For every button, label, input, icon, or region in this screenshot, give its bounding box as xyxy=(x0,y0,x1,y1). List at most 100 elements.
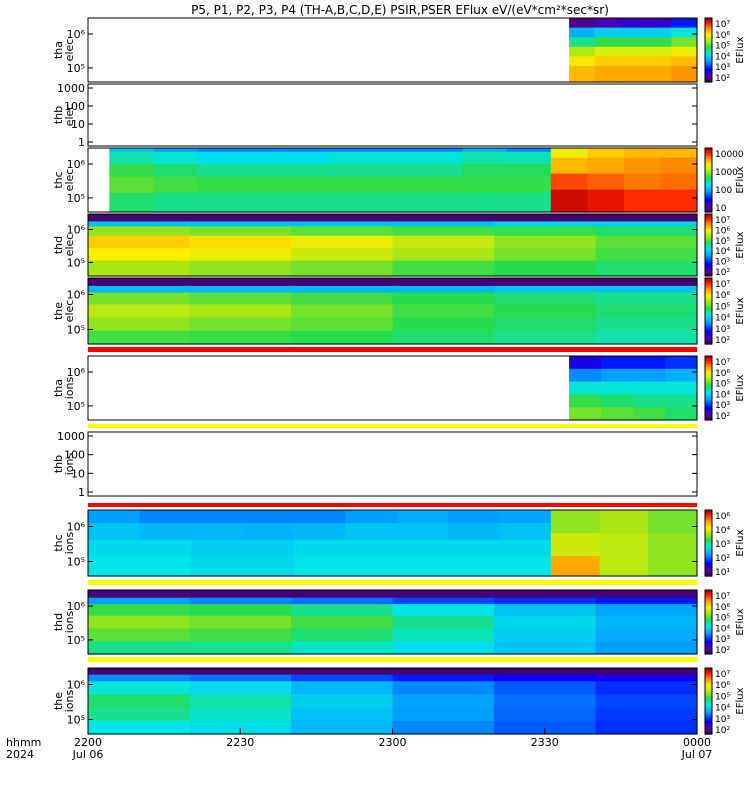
colorbar-segment xyxy=(705,357,712,360)
colorbar-segment xyxy=(705,229,712,232)
spectrogram-cell xyxy=(494,720,597,735)
colorbar-segment xyxy=(705,591,712,594)
spectrogram-cell xyxy=(620,46,647,57)
spectrogram-cell xyxy=(494,317,597,332)
spectrogram-cell xyxy=(599,533,649,557)
x-tick-label: 2230 xyxy=(226,736,254,749)
colorbar-segment xyxy=(705,254,712,257)
colorbar-segment xyxy=(705,194,712,197)
spectrogram-cell xyxy=(189,317,292,332)
spectrogram-cell xyxy=(594,56,621,67)
colorbar-segment xyxy=(705,373,712,376)
colorbar-segment xyxy=(705,262,712,265)
colorbar-segment xyxy=(705,407,712,410)
colorbar-segment xyxy=(705,551,712,554)
spectrogram-cell xyxy=(392,674,495,682)
colorbar-segment xyxy=(705,304,712,307)
y-tick-label: 10⁵ xyxy=(67,323,85,336)
panel-label: the xyxy=(52,692,65,710)
colorbar-segment xyxy=(705,634,712,637)
spectrogram-cell xyxy=(665,356,698,370)
spectrogram-cell xyxy=(396,539,449,557)
spectrogram-cell xyxy=(291,330,394,345)
colorbar-segment xyxy=(705,534,712,538)
colorbar-segment xyxy=(705,614,712,617)
spectrogram-cell xyxy=(88,539,140,557)
colorbar-segment xyxy=(705,269,712,272)
colorbar-segment xyxy=(705,207,712,210)
colorbar-segment xyxy=(705,317,712,320)
colorbar-segment xyxy=(705,260,712,263)
colorbar-segment xyxy=(705,543,712,546)
spectrogram-cell xyxy=(88,523,140,541)
spectrogram-cell xyxy=(189,285,292,294)
time-row-label: 2024 xyxy=(6,748,34,761)
spectrogram-cell xyxy=(190,523,243,541)
colorbar-tick-label: 10⁷ xyxy=(715,20,730,30)
colorbar-segment xyxy=(705,48,712,51)
colorbar-segment xyxy=(705,617,712,620)
spectrogram-cell xyxy=(569,46,596,57)
colorbar-segment xyxy=(705,156,712,159)
spectrogram-cell xyxy=(291,590,394,599)
spectrogram-cell xyxy=(633,381,666,395)
colorbar-segment xyxy=(705,510,712,513)
colorbar-segment xyxy=(705,689,712,692)
colorbar-tick-label: 10 xyxy=(715,204,727,214)
separator-strip xyxy=(88,424,697,428)
colorbar-segment xyxy=(705,37,712,40)
spectrogram-cell xyxy=(550,533,601,557)
y-tick-label: 1 xyxy=(78,136,85,149)
colorbar-tick-label: 10² xyxy=(715,74,730,84)
colorbar-tick-label: 10² xyxy=(715,726,730,736)
colorbar-tick-label: 10⁶ xyxy=(715,226,730,236)
colorbar-segment xyxy=(705,45,712,48)
spectrogram-cell xyxy=(88,221,191,227)
colorbar-segment xyxy=(705,18,712,21)
spectrogram-cell xyxy=(392,330,495,345)
spectrogram-cell xyxy=(189,597,292,605)
spectrogram-cell xyxy=(345,510,398,524)
spectrogram-cell xyxy=(109,148,155,153)
y-tick-label: 1000 xyxy=(57,430,85,443)
colorbar-segment xyxy=(705,34,712,37)
spectrogram-cell xyxy=(595,628,698,642)
spectrogram-cell xyxy=(645,18,672,29)
spectrogram-cell xyxy=(88,604,191,617)
spectrogram-cell xyxy=(291,214,394,222)
y-tick-label: 10⁶ xyxy=(67,224,86,237)
colorbar-segment xyxy=(705,559,712,562)
spectrogram-cell xyxy=(660,189,698,213)
colorbar-segment xyxy=(705,214,712,217)
colorbar-segment xyxy=(705,217,712,220)
spectrogram-cell xyxy=(189,226,292,237)
colorbar-tick-label: 10⁴ xyxy=(715,624,730,634)
colorbar-segment xyxy=(705,415,712,418)
spectrogram-cell xyxy=(448,510,500,524)
spectrogram-cell xyxy=(506,148,552,153)
spectrogram-cell xyxy=(190,510,243,524)
y-tick-label: 1 xyxy=(78,486,85,499)
spectrogram-cell xyxy=(392,615,495,629)
colorbar-segment xyxy=(705,235,712,238)
colorbar-segment xyxy=(705,380,712,383)
colorbar-segment xyxy=(705,722,712,725)
spectrogram-cell xyxy=(569,18,596,29)
colorbar-label: EFlux xyxy=(735,166,746,193)
spectrogram-cell xyxy=(494,641,597,655)
spectrogram-cell xyxy=(139,556,192,577)
spectrogram-cell xyxy=(374,148,419,153)
colorbar-segment xyxy=(705,301,712,304)
spectrogram-cell xyxy=(494,248,597,262)
colorbar-tick-label: 10⁴ xyxy=(715,247,730,257)
panels: 10⁶10⁵thaelec10⁷10⁶10⁵10⁴10³10²EFlux1000… xyxy=(52,17,746,736)
colorbar-segment xyxy=(705,669,712,672)
spectrogram-cell xyxy=(291,720,394,735)
colorbar-tick-label: 10³ xyxy=(715,401,730,411)
spectrogram-cell xyxy=(291,668,394,676)
colorbar-segment xyxy=(705,284,712,287)
spectrogram-cell xyxy=(189,668,292,676)
spectrogram-cell xyxy=(330,164,375,178)
colorbar-segment xyxy=(705,281,712,284)
